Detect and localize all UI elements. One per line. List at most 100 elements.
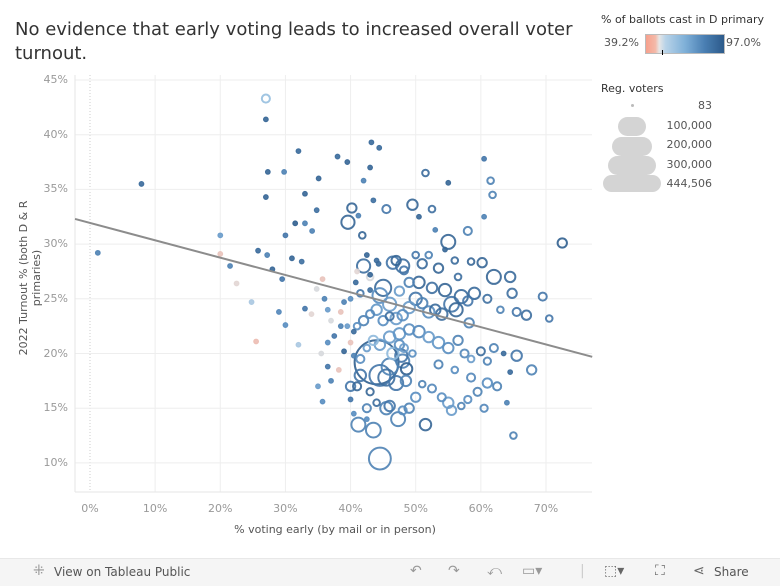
data-point[interactable] <box>397 405 408 416</box>
data-point[interactable] <box>509 431 518 440</box>
data-point[interactable] <box>360 177 367 184</box>
data-point[interactable] <box>482 356 492 366</box>
data-point[interactable] <box>262 194 269 200</box>
data-point[interactable] <box>281 168 288 175</box>
data-point[interactable] <box>475 346 486 357</box>
data-point[interactable] <box>416 213 422 220</box>
data-point[interactable] <box>422 330 435 344</box>
data-point[interactable] <box>340 214 356 230</box>
data-point[interactable] <box>354 268 360 275</box>
data-point[interactable] <box>450 256 460 265</box>
data-point[interactable] <box>361 403 372 414</box>
data-point[interactable] <box>425 281 439 295</box>
data-point[interactable] <box>367 287 374 293</box>
data-point[interactable] <box>399 362 414 376</box>
data-point[interactable] <box>371 287 389 304</box>
data-point[interactable] <box>264 252 271 258</box>
data-point[interactable] <box>227 263 233 269</box>
data-point[interactable] <box>466 354 476 364</box>
data-point[interactable] <box>363 252 370 258</box>
data-point[interactable] <box>368 139 375 146</box>
data-point[interactable] <box>399 374 413 388</box>
data-point[interactable] <box>352 321 362 331</box>
data-point[interactable] <box>324 306 331 313</box>
data-point[interactable] <box>377 368 396 387</box>
data-point[interactable] <box>276 309 282 315</box>
data-point[interactable] <box>496 305 505 315</box>
data-point[interactable] <box>262 116 269 123</box>
data-point[interactable] <box>416 258 428 270</box>
data-point[interactable] <box>344 159 351 165</box>
data-point[interactable] <box>319 276 326 283</box>
data-point[interactable] <box>481 377 494 389</box>
data-point[interactable] <box>353 368 368 383</box>
data-point[interactable] <box>431 335 446 350</box>
tableau-logo-icon[interactable]: ⁜ <box>33 563 45 579</box>
data-point[interactable] <box>403 276 415 289</box>
data-point[interactable] <box>355 353 366 365</box>
data-point[interactable] <box>544 314 554 323</box>
data-point[interactable] <box>466 257 476 266</box>
data-point[interactable] <box>347 396 354 403</box>
data-point[interactable] <box>520 309 533 321</box>
data-point[interactable] <box>432 226 439 233</box>
data-point[interactable] <box>403 402 415 414</box>
data-point[interactable] <box>448 302 464 318</box>
data-point[interactable] <box>350 416 367 433</box>
data-point[interactable] <box>537 291 548 302</box>
data-point[interactable] <box>331 333 338 339</box>
data-point[interactable] <box>442 246 448 253</box>
data-point[interactable] <box>233 280 240 287</box>
data-point[interactable] <box>503 270 517 284</box>
view-on-tableau-link[interactable]: View on Tableau Public <box>54 565 191 579</box>
data-point[interactable] <box>437 282 453 298</box>
data-point[interactable] <box>328 317 334 324</box>
data-point[interactable] <box>363 416 370 423</box>
data-point[interactable] <box>334 153 341 160</box>
data-point[interactable] <box>389 311 403 326</box>
data-point[interactable] <box>328 377 334 384</box>
data-point[interactable] <box>346 202 358 214</box>
data-point[interactable] <box>335 367 342 373</box>
data-point[interactable] <box>426 383 438 394</box>
data-point[interactable] <box>450 365 460 375</box>
data-point[interactable] <box>442 341 455 355</box>
data-point[interactable] <box>427 204 437 214</box>
data-point[interactable] <box>411 250 420 260</box>
data-point[interactable] <box>341 299 347 305</box>
data-point[interactable] <box>506 287 518 299</box>
data-point[interactable] <box>384 311 395 322</box>
data-point[interactable] <box>352 381 363 392</box>
data-point[interactable] <box>355 258 372 274</box>
data-point[interactable] <box>452 334 464 347</box>
data-point[interactable] <box>488 342 499 354</box>
data-point[interactable] <box>381 204 392 215</box>
data-point[interactable] <box>398 342 410 354</box>
data-point[interactable] <box>472 386 483 397</box>
fullscreen-icon[interactable]: ⛶ <box>655 563 665 579</box>
data-point[interactable] <box>347 295 354 302</box>
data-point[interactable] <box>406 198 419 211</box>
data-point[interactable] <box>365 309 376 320</box>
revert-icon[interactable]: ⤺ <box>487 563 502 579</box>
data-point[interactable] <box>315 383 321 390</box>
data-point[interactable] <box>463 394 473 405</box>
data-point[interactable] <box>264 168 271 175</box>
data-point[interactable] <box>503 399 510 406</box>
data-point[interactable] <box>459 348 470 359</box>
data-point[interactable] <box>295 341 302 348</box>
data-point[interactable] <box>282 322 289 328</box>
data-point[interactable] <box>292 220 299 227</box>
data-point[interactable] <box>402 323 416 336</box>
data-point[interactable] <box>395 353 411 369</box>
data-point[interactable] <box>309 228 316 234</box>
download-icon[interactable]: ⬚▾ <box>604 563 625 579</box>
data-point[interactable] <box>410 391 422 403</box>
data-point[interactable] <box>367 164 374 171</box>
data-point[interactable] <box>432 262 445 274</box>
data-point[interactable] <box>492 381 503 392</box>
data-point[interactable] <box>482 293 493 304</box>
data-point[interactable] <box>321 295 328 302</box>
data-point[interactable] <box>295 148 302 155</box>
data-point[interactable] <box>433 359 444 370</box>
